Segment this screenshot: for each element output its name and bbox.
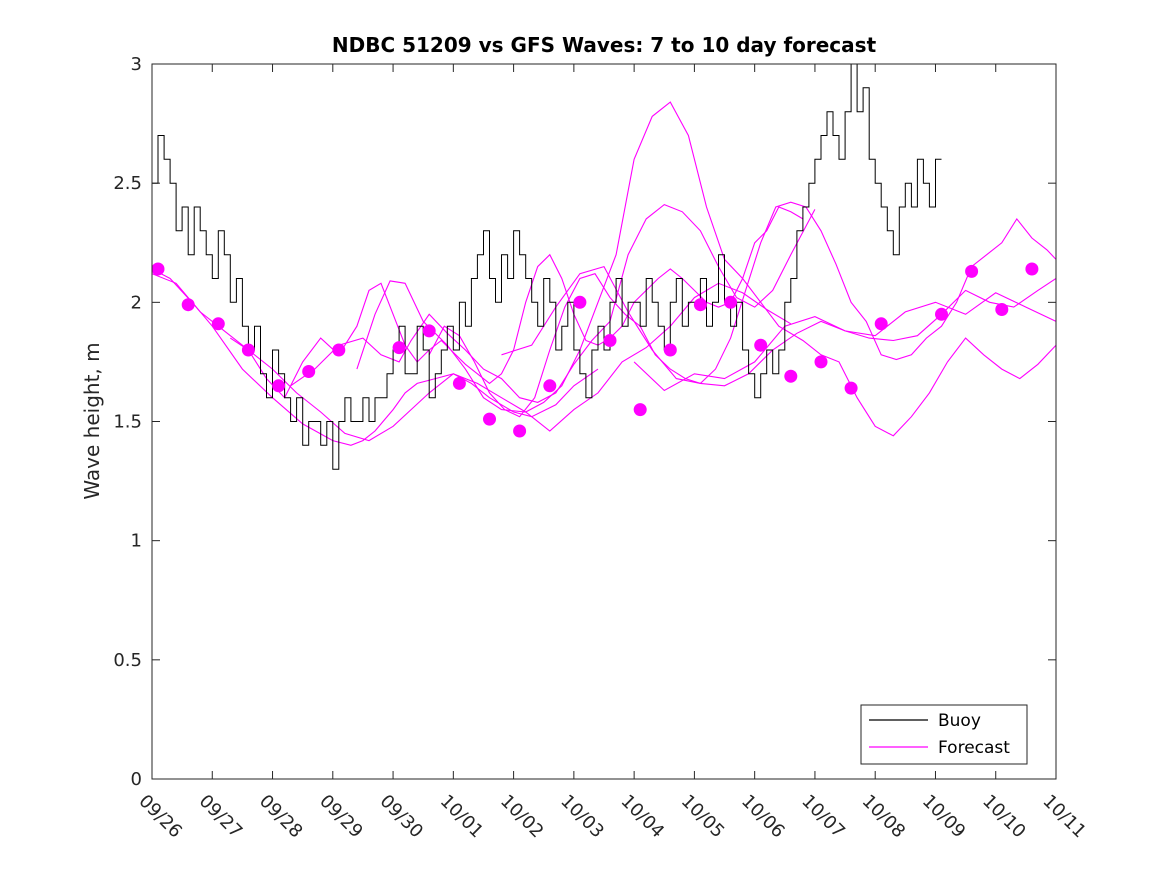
forecast-series-5 (356, 101, 1056, 437)
forecast-marker (965, 264, 979, 278)
y-tick-label: 0 (131, 769, 142, 790)
forecast-marker (844, 381, 858, 395)
forecast-marker (784, 369, 798, 383)
legend-forecast-label: Forecast (938, 738, 1010, 758)
forecast-marker (392, 341, 406, 355)
forecast-series-1 (152, 268, 599, 446)
y-tick-label: 3 (131, 54, 142, 75)
forecast-marker (754, 338, 768, 352)
forecast-marker (452, 376, 466, 390)
forecast-marker (603, 334, 617, 347)
forecast-marker (573, 295, 587, 309)
forecast-marker (543, 379, 557, 393)
plot-area (152, 64, 1056, 470)
forecast-marker (302, 365, 316, 378)
forecast-marker (513, 424, 527, 438)
y-tick-label: 2 (131, 292, 142, 313)
forecast-marker (633, 403, 647, 417)
forecast-marker (332, 343, 346, 357)
forecast-marker (483, 412, 496, 426)
forecast-marker (152, 262, 165, 276)
forecast-series-8 (633, 292, 1056, 392)
buoy-series (152, 64, 942, 470)
forecast-marker (935, 307, 948, 321)
forecast-marker (814, 355, 828, 369)
chart-title: NDBC 51209 vs GFS Waves: 7 to 10 day for… (332, 33, 877, 57)
plot-clip-group (152, 64, 1056, 470)
forecast-marker (724, 295, 738, 309)
forecast-marker (181, 298, 195, 312)
y-tick-label: 1.5 (113, 412, 142, 433)
y-tick-label: 1 (131, 531, 142, 552)
forecast-marker (663, 343, 677, 357)
legend-box (860, 704, 1028, 765)
forecast-marker (272, 379, 286, 393)
forecast-marker (422, 324, 436, 338)
forecast-marker (241, 343, 255, 357)
forecast-marker (693, 298, 707, 312)
forecast-marker (1025, 262, 1039, 276)
y-axis-label: Wave height, m (80, 342, 104, 499)
forecast-marker (995, 303, 1009, 316)
forecast-series-3 (229, 206, 804, 399)
forecast-marker (211, 317, 225, 331)
forecast-series-6 (428, 201, 1056, 418)
y-tick-label: 0.5 (113, 650, 142, 671)
forecast-marker (874, 317, 888, 331)
y-tick-label: 2.5 (113, 173, 142, 194)
legend-buoy-label: Buoy (938, 711, 981, 731)
legend: Buoy Forecast (860, 704, 1028, 765)
